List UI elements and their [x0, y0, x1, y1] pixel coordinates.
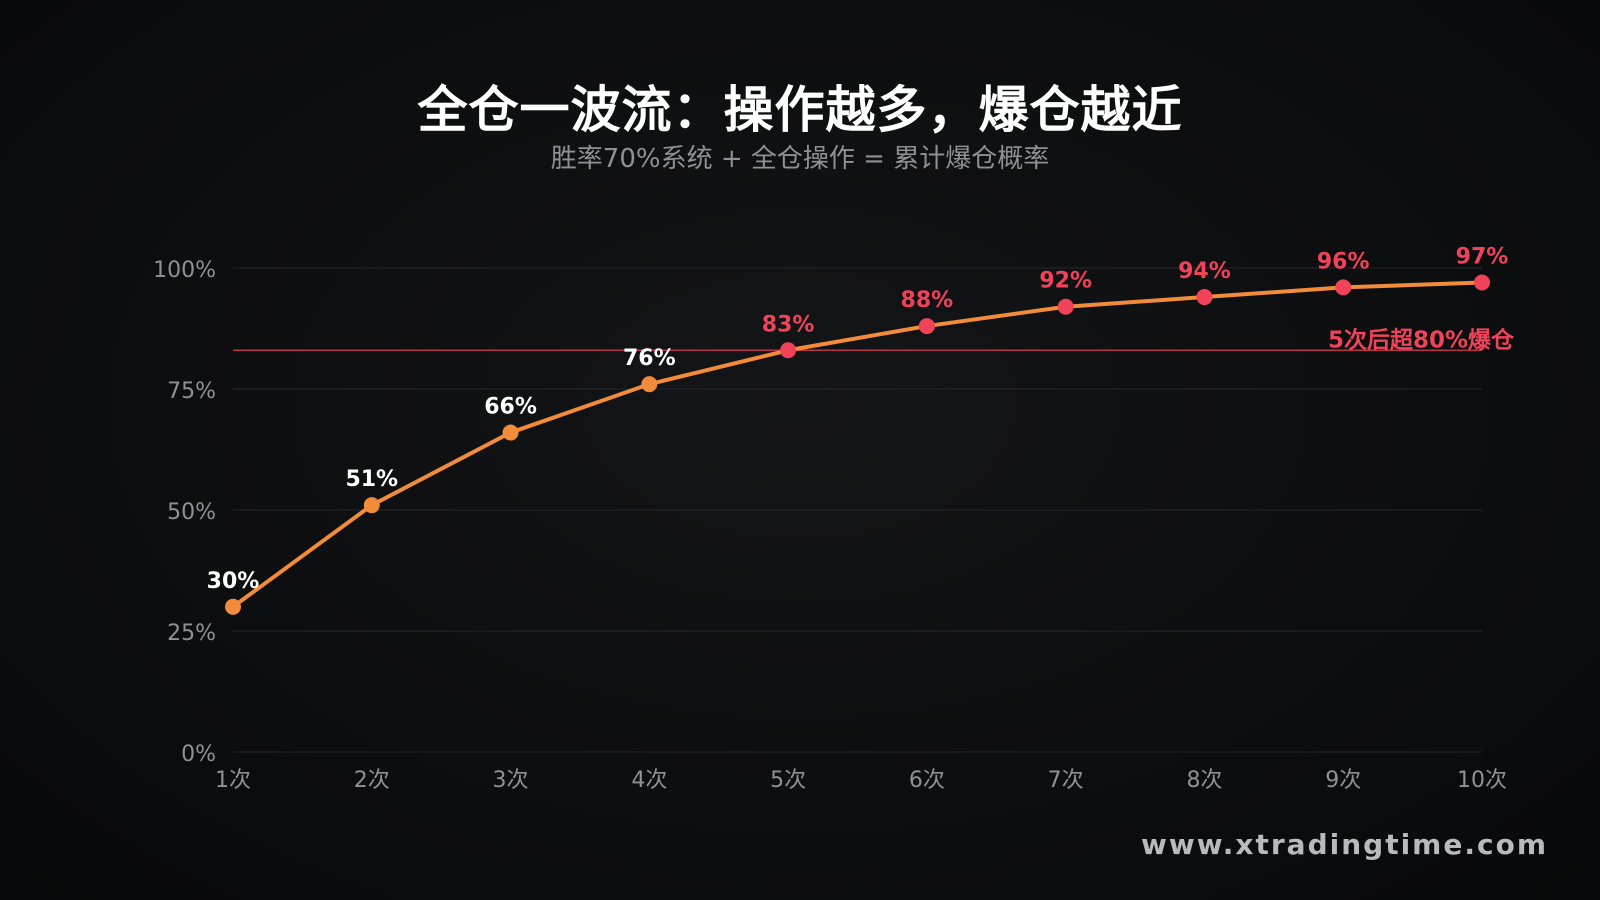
y-axis-ticks: 0% 25% 50% 75% 100%: [153, 258, 216, 767]
x-tick-label: 9次: [1325, 768, 1361, 793]
series-layer: [231, 280, 1484, 609]
y-tick-label: 50%: [167, 500, 216, 525]
data-label: 92%: [1039, 269, 1092, 294]
data-label: 30%: [207, 569, 260, 594]
data-label: 96%: [1317, 249, 1370, 274]
x-axis-ticks: 1次 2次 3次 4次 5次 6次 7次 8次 9次 10次: [215, 768, 1507, 793]
data-label-layer: 30% 51% 66% 76% 83% 88% 92% 94% 96% 97%: [207, 245, 1509, 594]
x-tick-label: 4次: [631, 768, 667, 793]
data-point: [918, 318, 935, 335]
y-tick-label: 100%: [153, 258, 216, 283]
data-label: 97%: [1456, 245, 1509, 270]
x-tick-label: 2次: [354, 768, 390, 793]
data-point: [225, 598, 241, 615]
x-tick-label: 8次: [1186, 768, 1222, 793]
point-layer: [225, 274, 1490, 615]
page-subtitle: 胜率70%系统 + 全仓操作 = 累计爆仓概率: [550, 144, 1050, 174]
threshold-label: 5次后超80%爆仓: [1328, 326, 1515, 353]
page-title: 全仓一波流：操作越多，爆仓越近: [417, 81, 1183, 139]
x-tick-label: 5次: [770, 768, 806, 793]
data-point: [1335, 279, 1352, 296]
data-point: [641, 376, 658, 393]
data-point: [1196, 289, 1213, 306]
x-tick-label: 7次: [1048, 768, 1084, 793]
data-label: 88%: [901, 288, 954, 313]
threshold-layer: 5次后超80%爆仓: [233, 326, 1515, 353]
data-point: [363, 497, 380, 514]
data-label: 94%: [1178, 259, 1231, 284]
x-tick-label: 10次: [1457, 768, 1507, 793]
x-tick-label: 6次: [909, 768, 945, 793]
data-label: 51%: [345, 467, 398, 492]
y-tick-label: 25%: [167, 621, 216, 646]
data-label: 76%: [623, 346, 676, 371]
x-tick-label: 1次: [215, 768, 251, 793]
watermark-text: www.xtradingtime.com: [1140, 828, 1548, 861]
y-tick-label: 0%: [181, 742, 216, 767]
series-line: [231, 280, 1484, 609]
data-point: [780, 342, 797, 359]
data-point: [502, 424, 519, 441]
data-point: [1474, 274, 1490, 291]
x-tick-label: 3次: [493, 768, 529, 793]
y-tick-label: 75%: [167, 379, 216, 404]
data-label: 66%: [484, 395, 537, 420]
grid-layer: [233, 267, 1482, 753]
data-label: 83%: [762, 312, 815, 337]
data-point: [1057, 298, 1074, 315]
